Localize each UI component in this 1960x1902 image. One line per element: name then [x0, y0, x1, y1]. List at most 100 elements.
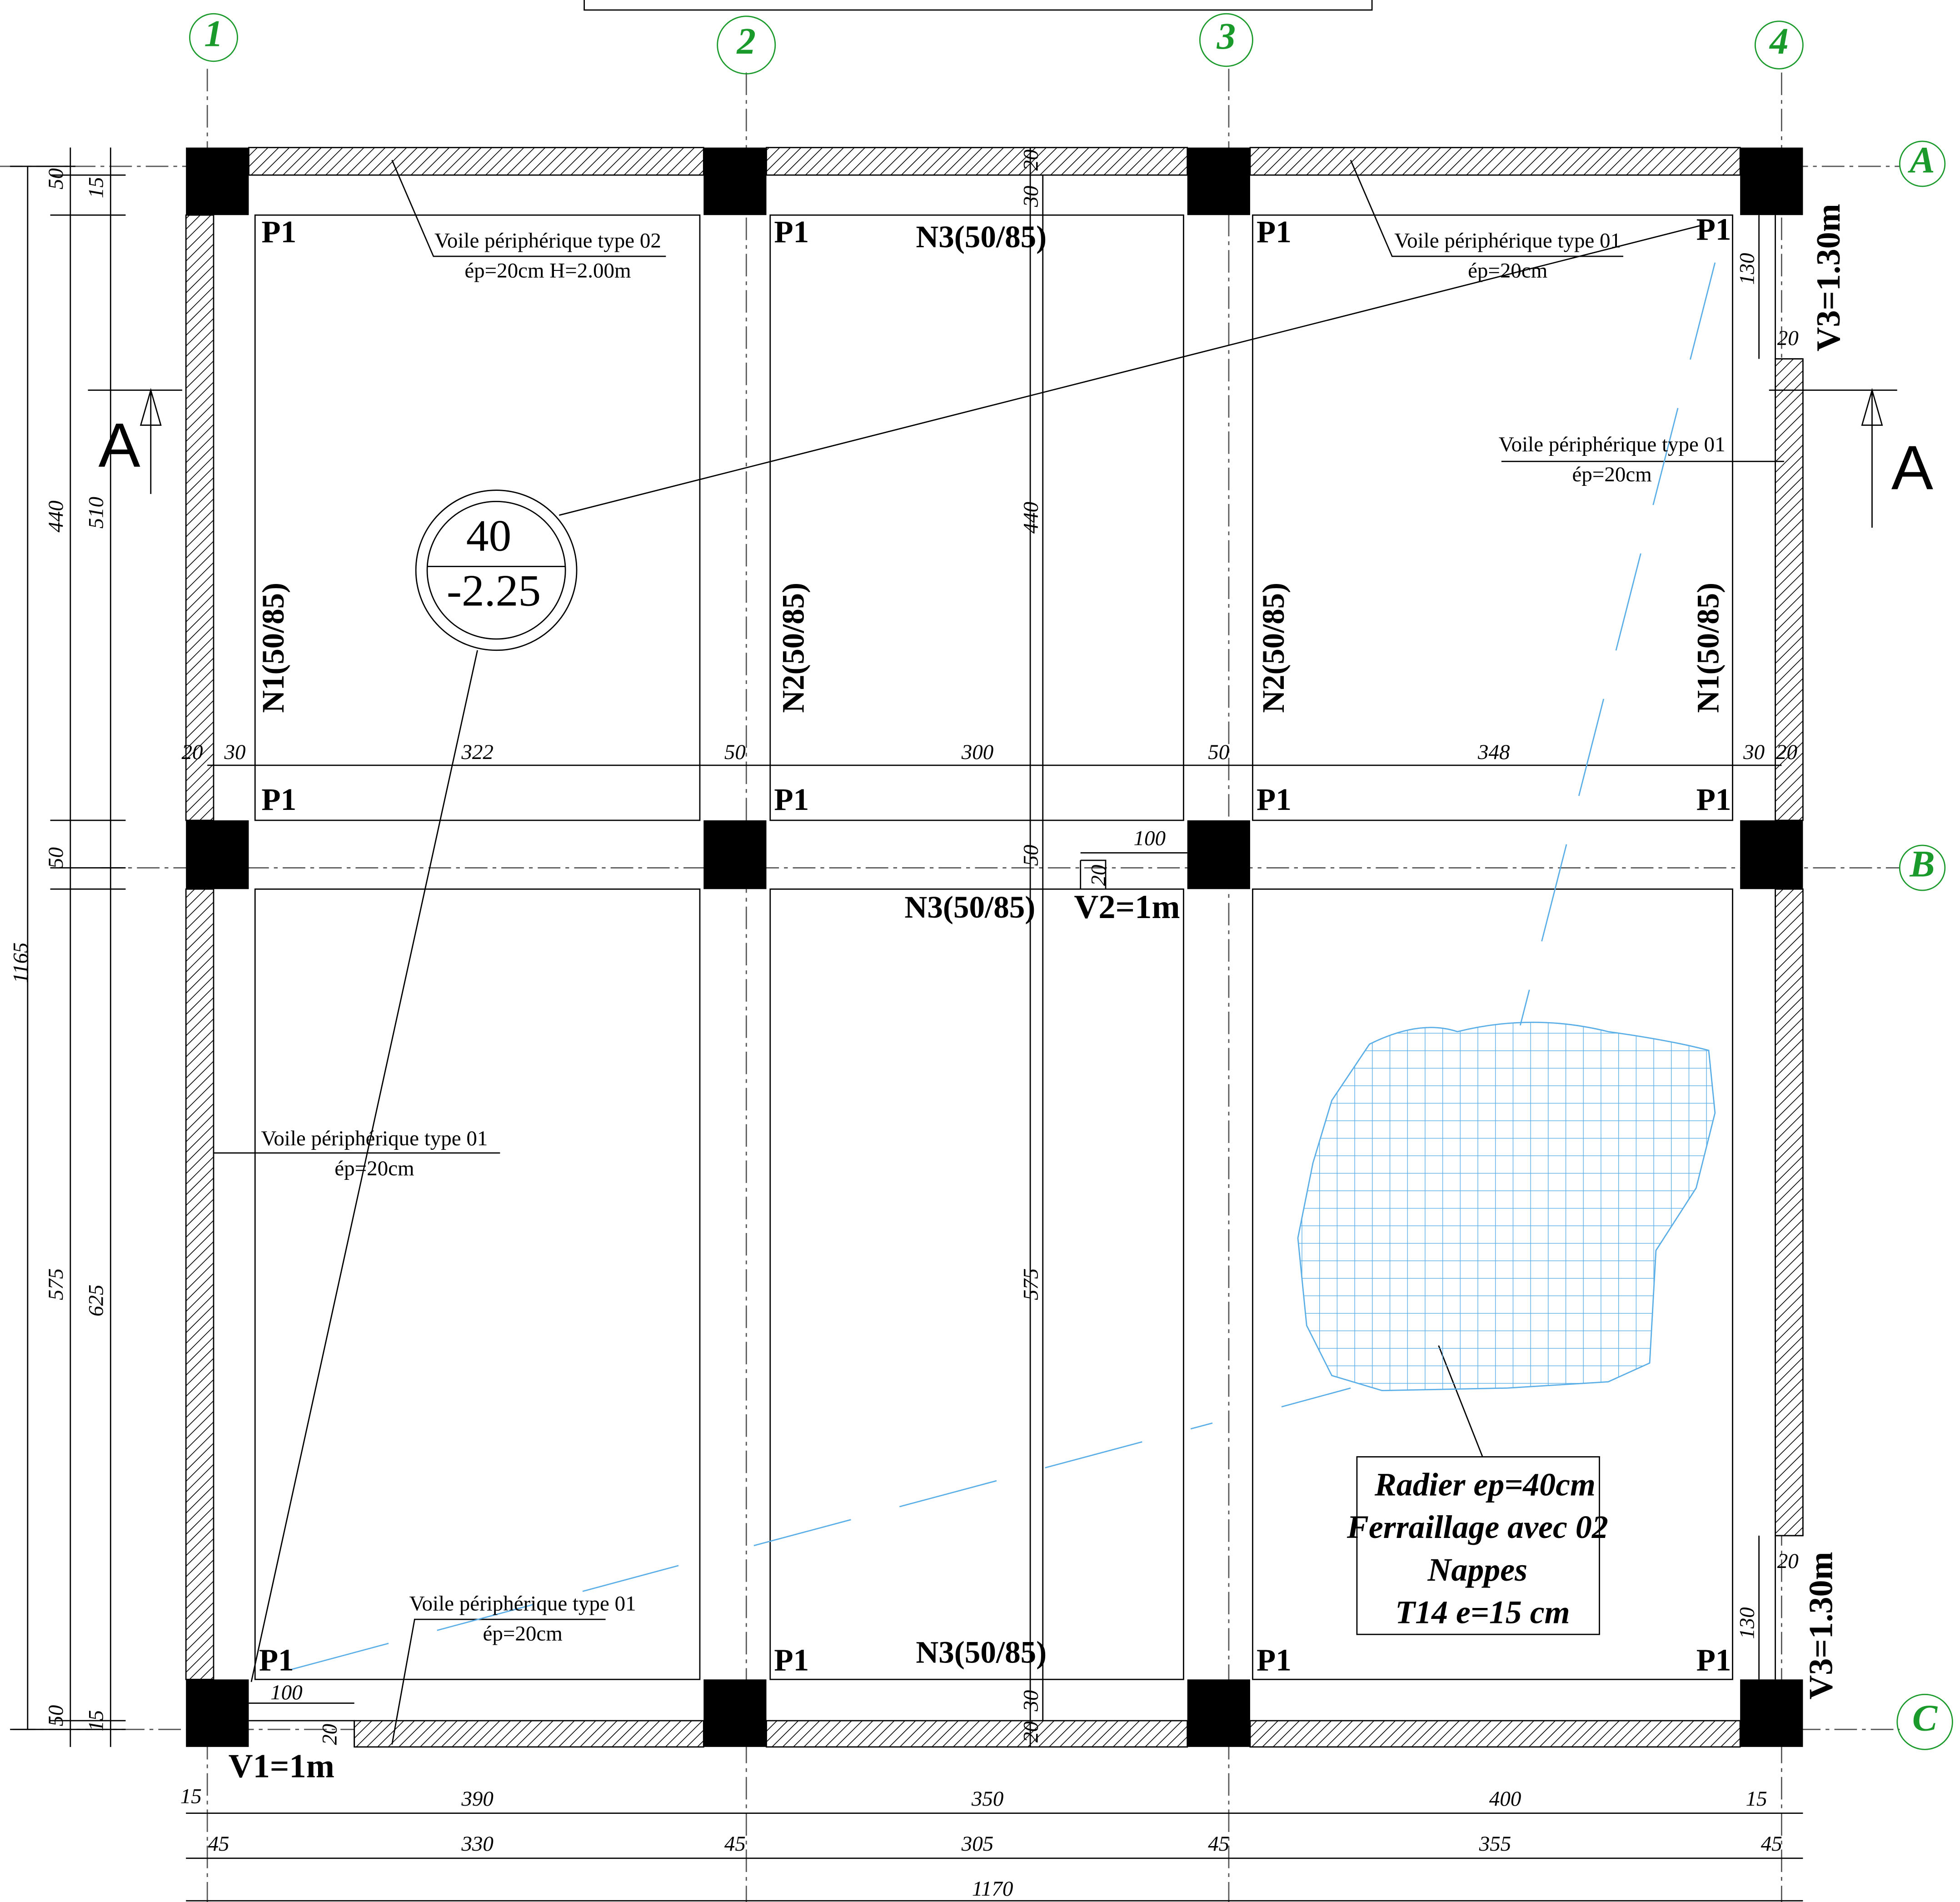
axis-label: 3 [1217, 15, 1236, 57]
wall-detail: ép=20cm H=2.00m [464, 259, 631, 283]
wall-detail: ép=20cm [1572, 463, 1652, 486]
section-label: A [99, 410, 140, 480]
slab-panels [207, 175, 1782, 1721]
dimension-label: 510 [84, 497, 108, 529]
dimension-label: 348 [1477, 740, 1510, 764]
wall-openings [249, 215, 1803, 1747]
pillar-label: P1 [1696, 212, 1731, 247]
dimension-label: 20 [1019, 150, 1042, 171]
dimension-label: 330 [461, 1832, 493, 1856]
axis-label: 2 [736, 20, 756, 62]
leaders [214, 160, 1784, 1745]
opening-label: V3=1.30m [1802, 1552, 1840, 1699]
dimension-label: 20 [1019, 1721, 1042, 1742]
beam-label: N3(50/85) [904, 890, 1035, 924]
pillar-label: P1 [774, 215, 809, 249]
wall-detail: ép=20cm [334, 1157, 414, 1180]
dimension-label: 30 [1019, 1690, 1042, 1712]
dimension-label: 322 [461, 740, 493, 764]
dimension-label: 50 [1019, 845, 1042, 866]
opening-label: V1=1m [229, 1748, 334, 1785]
dimension-label: 20 [182, 740, 203, 764]
dimension-label: 130 [1735, 1607, 1759, 1639]
axis-label: C [1912, 1697, 1938, 1739]
raft-reinforcement [291, 262, 1716, 1670]
dimension-label: 400 [1489, 1787, 1521, 1811]
dimension-label: 50 [724, 740, 746, 764]
beam-label: N2(50/85) [1256, 583, 1291, 713]
pillar-label: P1 [259, 1642, 294, 1677]
pillar-label: P1 [1696, 782, 1731, 817]
wall-label: Voile périphérique type 01 [409, 1592, 636, 1616]
pillar-label: P1 [1257, 1642, 1292, 1677]
dimension-label: 50 [44, 168, 68, 190]
pillars [186, 147, 1803, 1747]
wall-label: Voile périphérique type 01 [1499, 433, 1726, 456]
beam-label: N1(50/85) [1691, 583, 1725, 713]
wall-detail: ép=20cm [483, 1622, 563, 1646]
wall-label: Voile périphérique type 01 [1394, 229, 1621, 253]
axis-label: 1 [204, 13, 223, 55]
dimension-label: 20 [1777, 326, 1799, 350]
axis-bubbles [189, 13, 1953, 1750]
peripheral-walls [185, 147, 1804, 1748]
dimension-label: 30 [1743, 740, 1765, 764]
pillar-label: P1 [261, 215, 296, 249]
dimension-label: 30 [1019, 186, 1042, 208]
dimension-label: 15 [180, 1784, 202, 1808]
axis-label: B [1909, 843, 1935, 885]
level-thickness: 40 [466, 511, 512, 561]
wall-detail: ép=20cm [1468, 259, 1547, 283]
pillar-label: P1 [1257, 215, 1292, 249]
beam-label: N3(50/85) [916, 1635, 1047, 1670]
wall-label: Voile périphérique type 02 [434, 229, 661, 253]
level-tag-inner [426, 500, 566, 640]
dimension-label: 15 [1746, 1787, 1767, 1811]
dimension-label: 390 [461, 1787, 493, 1811]
dimension-label: 575 [1019, 1268, 1042, 1300]
dimension-label: 30 [224, 740, 246, 764]
dimension-label: 20 [1087, 865, 1111, 886]
raft-note: Ferraillage avec 02 [1347, 1509, 1608, 1545]
dimension-label: 305 [961, 1832, 993, 1856]
dimension-label: 45 [724, 1832, 746, 1856]
dimension-label: 20 [318, 1724, 342, 1745]
section-marks [88, 388, 1897, 528]
section-label: A [1891, 433, 1933, 503]
raft-note: Radier ep=40cm [1374, 1467, 1596, 1503]
dimension-label: 100 [270, 1681, 302, 1704]
dimension-label: 625 [84, 1284, 108, 1316]
wall-label: Voile périphérique type 01 [261, 1127, 488, 1150]
dimension-label: 15 [84, 177, 108, 198]
raft-note: Nappes [1427, 1552, 1528, 1588]
dimension-label: 440 [1019, 502, 1042, 534]
dimension-label: 130 [1735, 253, 1759, 285]
pillar-label: P1 [774, 782, 809, 817]
dimension-lines [10, 147, 1803, 1902]
dimension-label: 50 [44, 1705, 68, 1727]
dimension-label: 350 [971, 1787, 1003, 1811]
level-tag-outer [415, 489, 578, 651]
axis-label: A [1907, 139, 1935, 181]
pillar-label: P1 [1696, 1642, 1731, 1677]
dimension-label: 45 [1208, 1832, 1229, 1856]
dimension-label: 15 [84, 1710, 108, 1732]
dimension-label: 50 [44, 847, 68, 869]
dimension-label: 100 [1133, 827, 1165, 850]
beam-label: N1(50/85) [256, 583, 290, 713]
beam-label: N2(50/85) [776, 583, 811, 713]
opening-label: V3=1.30m [1810, 204, 1847, 351]
dimension-label: 45 [208, 1832, 229, 1856]
dimension-label: 45 [1761, 1832, 1782, 1856]
dimension-label: 1170 [972, 1877, 1013, 1901]
beam-label: N3(50/85) [916, 220, 1047, 254]
dimension-label: 20 [1776, 740, 1797, 764]
level-elevation: -2.25 [447, 566, 541, 616]
dimension-label: 20 [1777, 1549, 1799, 1573]
pillar-label: P1 [774, 1642, 809, 1677]
dimension-label: 300 [961, 740, 993, 764]
pillar-label: P1 [1257, 782, 1292, 817]
raft-note: T14 e=15 cm [1395, 1594, 1570, 1630]
